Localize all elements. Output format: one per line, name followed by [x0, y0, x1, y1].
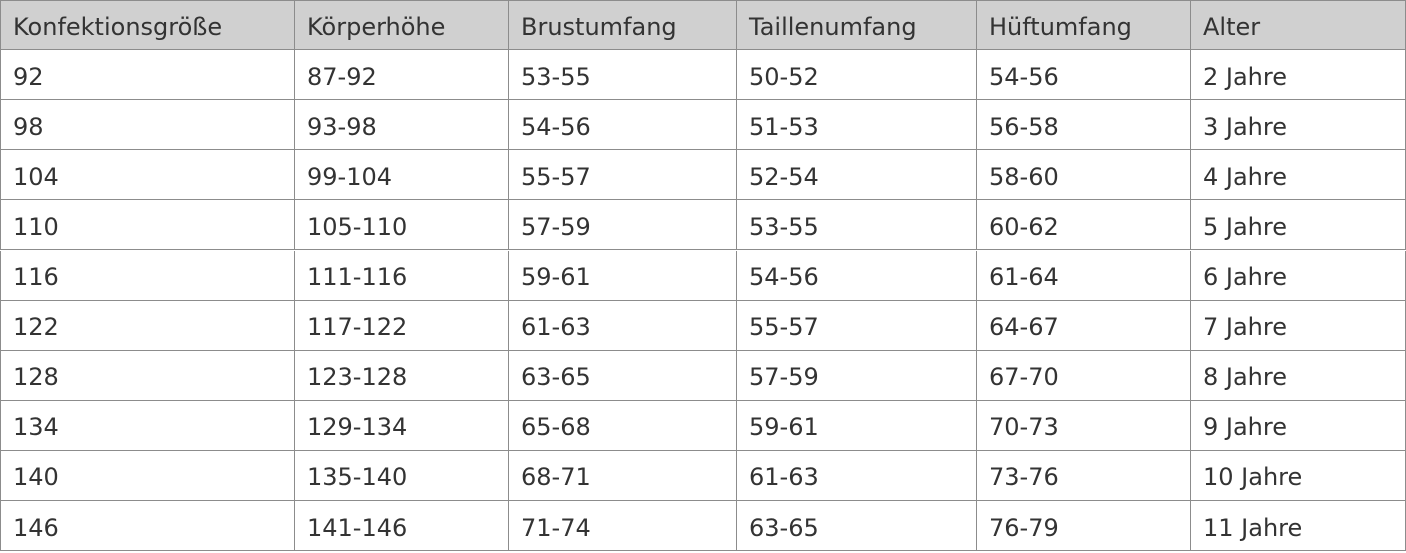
table-cell: 92 [0, 50, 295, 101]
header-cell: Konfektionsgröße [0, 0, 295, 51]
table-cell: 52-54 [737, 150, 977, 201]
table-cell: 61-64 [977, 250, 1191, 301]
table-cell: 141-146 [295, 501, 509, 552]
table-cell: 50-52 [737, 50, 977, 101]
table-cell: 61-63 [737, 450, 977, 501]
table-cell: 128 [0, 350, 295, 401]
table-cell: 10 Jahre [1191, 450, 1406, 501]
table-cell: 57-59 [737, 350, 977, 401]
table-cell: 73-76 [977, 450, 1191, 501]
table-cell: 117-122 [295, 300, 509, 351]
table-cell: 55-57 [737, 300, 977, 351]
table-cell: 51-53 [737, 100, 977, 151]
table-cell: 54-56 [737, 250, 977, 301]
header-cell: Hüftumfang [977, 0, 1191, 51]
table-cell: 99-104 [295, 150, 509, 201]
table-cell: 68-71 [509, 450, 737, 501]
table-cell: 7 Jahre [1191, 300, 1406, 351]
table-cell: 111-116 [295, 250, 509, 301]
table-cell: 56-58 [977, 100, 1191, 151]
table-cell: 116 [0, 250, 295, 301]
table-cell: 60-62 [977, 200, 1191, 251]
table-cell: 105-110 [295, 200, 509, 251]
header-cell: Alter [1191, 0, 1406, 51]
table-cell: 63-65 [737, 501, 977, 552]
table-cell: 140 [0, 450, 295, 501]
table-cell: 53-55 [737, 200, 977, 251]
table-cell: 63-65 [509, 350, 737, 401]
table-cell: 64-67 [977, 300, 1191, 351]
table-cell: 59-61 [737, 400, 977, 451]
header-cell: Körperhöhe [295, 0, 509, 51]
table-cell: 71-74 [509, 501, 737, 552]
table-cell: 54-56 [977, 50, 1191, 101]
table-cell: 55-57 [509, 150, 737, 201]
table-cell: 2 Jahre [1191, 50, 1406, 101]
table-cell: 110 [0, 200, 295, 251]
table-cell: 59-61 [509, 250, 737, 301]
table-cell: 9 Jahre [1191, 400, 1406, 451]
table-cell: 4 Jahre [1191, 150, 1406, 201]
table-cell: 129-134 [295, 400, 509, 451]
table-cell: 135-140 [295, 450, 509, 501]
header-cell: Taillenumfang [737, 0, 977, 51]
table-cell: 6 Jahre [1191, 250, 1406, 301]
table-cell: 11 Jahre [1191, 501, 1406, 552]
table-cell: 104 [0, 150, 295, 201]
table-cell: 65-68 [509, 400, 737, 451]
table-cell: 134 [0, 400, 295, 451]
header-cell: Brustumfang [509, 0, 737, 51]
table-cell: 8 Jahre [1191, 350, 1406, 401]
table-cell: 54-56 [509, 100, 737, 151]
table-cell: 61-63 [509, 300, 737, 351]
table-cell: 5 Jahre [1191, 200, 1406, 251]
table-cell: 87-92 [295, 50, 509, 101]
table-cell: 67-70 [977, 350, 1191, 401]
table-cell: 146 [0, 501, 295, 552]
table-cell: 123-128 [295, 350, 509, 401]
table-cell: 76-79 [977, 501, 1191, 552]
table-cell: 98 [0, 100, 295, 151]
table-cell: 58-60 [977, 150, 1191, 201]
table-cell: 122 [0, 300, 295, 351]
table-cell: 3 Jahre [1191, 100, 1406, 151]
table-cell: 57-59 [509, 200, 737, 251]
table-cell: 70-73 [977, 400, 1191, 451]
table-cell: 53-55 [509, 50, 737, 101]
table-cell: 93-98 [295, 100, 509, 151]
